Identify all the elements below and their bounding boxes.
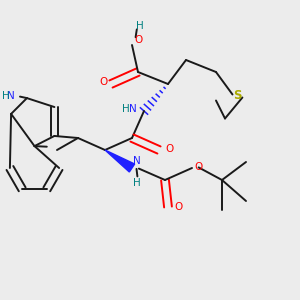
Text: O: O: [166, 143, 174, 154]
Text: N: N: [134, 157, 141, 166]
Polygon shape: [105, 150, 135, 172]
Text: N: N: [7, 91, 15, 101]
Text: O: O: [175, 202, 183, 212]
Text: O: O: [194, 161, 203, 172]
Text: H: H: [136, 21, 144, 32]
Text: O: O: [134, 34, 143, 45]
Text: H: H: [122, 104, 130, 115]
Text: O: O: [99, 76, 108, 87]
Text: H: H: [2, 91, 10, 101]
Text: N: N: [129, 104, 136, 115]
Text: S: S: [233, 89, 241, 103]
Text: H: H: [133, 178, 141, 188]
